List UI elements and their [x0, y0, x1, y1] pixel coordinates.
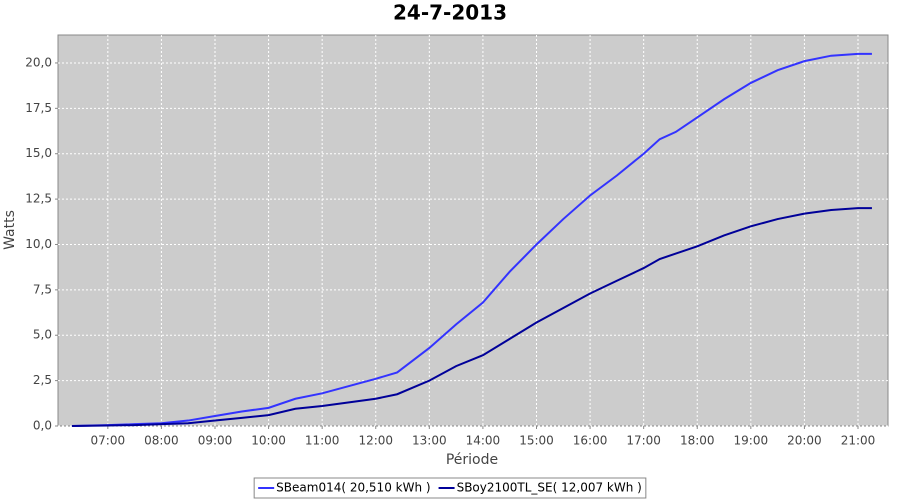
legend-label: SBoy2100TL_SE( 12,007 kWh ): [457, 481, 642, 495]
chart-title: 24-7-2013: [393, 1, 507, 25]
x-tick-label: 14:00: [466, 434, 501, 448]
x-axis-label: Période: [446, 452, 498, 468]
y-tick-label: 2,5: [33, 373, 52, 387]
y-tick-label: 12,5: [25, 192, 52, 206]
y-tick-label: 15,0: [25, 146, 52, 160]
plot-area: [57, 34, 889, 427]
x-tick-label: 13:00: [412, 434, 447, 448]
y-tick-label: 17,5: [25, 101, 52, 115]
legend-label: SBeam014( 20,510 kWh ): [276, 481, 430, 495]
x-tick-label: 20:00: [787, 434, 822, 448]
y-tick-label: 10,0: [25, 237, 52, 251]
y-tick-label: 7,5: [33, 282, 52, 296]
x-tick-label: 19:00: [734, 434, 769, 448]
data-line: [71, 52, 872, 427]
x-tick-label: 09:00: [198, 434, 233, 448]
x-tick-label: 08:00: [144, 434, 179, 448]
y-tick-label: 5,0: [33, 328, 52, 342]
x-tick-label: 07:00: [91, 434, 126, 448]
x-tick-label: 16:00: [573, 434, 608, 448]
legend: SBeam014( 20,510 kWh ) SBoy2100TL_SE( 12,…: [253, 477, 647, 499]
y-tick-label: 20,0: [25, 55, 52, 69]
data-line: [71, 207, 872, 427]
y-axis-label: Watts: [2, 210, 18, 250]
x-tick-label: 21:00: [841, 434, 876, 448]
x-tick-label: 15:00: [519, 434, 554, 448]
x-tick-label: 10:00: [251, 434, 286, 448]
x-tick-label: 12:00: [358, 434, 393, 448]
x-tick-label: 18:00: [680, 434, 715, 448]
x-tick-label: 17:00: [626, 434, 661, 448]
y-tick-label: 0,0: [33, 419, 52, 433]
x-tick-label: 11:00: [305, 434, 340, 448]
